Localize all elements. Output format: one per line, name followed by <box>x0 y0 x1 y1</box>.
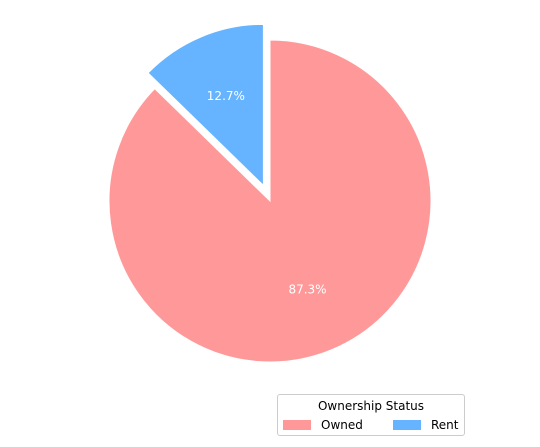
legend-swatch-owned <box>283 420 311 430</box>
pie-label-owned: 87.3% <box>288 283 326 297</box>
legend-swatch-rent <box>393 420 421 430</box>
legend-label-rent: Rent <box>431 418 459 432</box>
legend-title: Ownership Status <box>317 399 425 413</box>
legend: Ownership Status Owned Rent <box>277 394 465 436</box>
legend-label-owned: Owned <box>321 418 363 432</box>
pie-slice-owned <box>108 39 432 363</box>
legend-entry-rent: Rent <box>393 418 459 432</box>
legend-entry-owned: Owned <box>283 418 363 432</box>
pie-slices <box>108 23 432 363</box>
pie-label-rent: 12.7% <box>207 89 245 103</box>
pie-slice-rent <box>147 23 264 187</box>
pie-labels: 87.3% 12.7% <box>207 89 327 297</box>
